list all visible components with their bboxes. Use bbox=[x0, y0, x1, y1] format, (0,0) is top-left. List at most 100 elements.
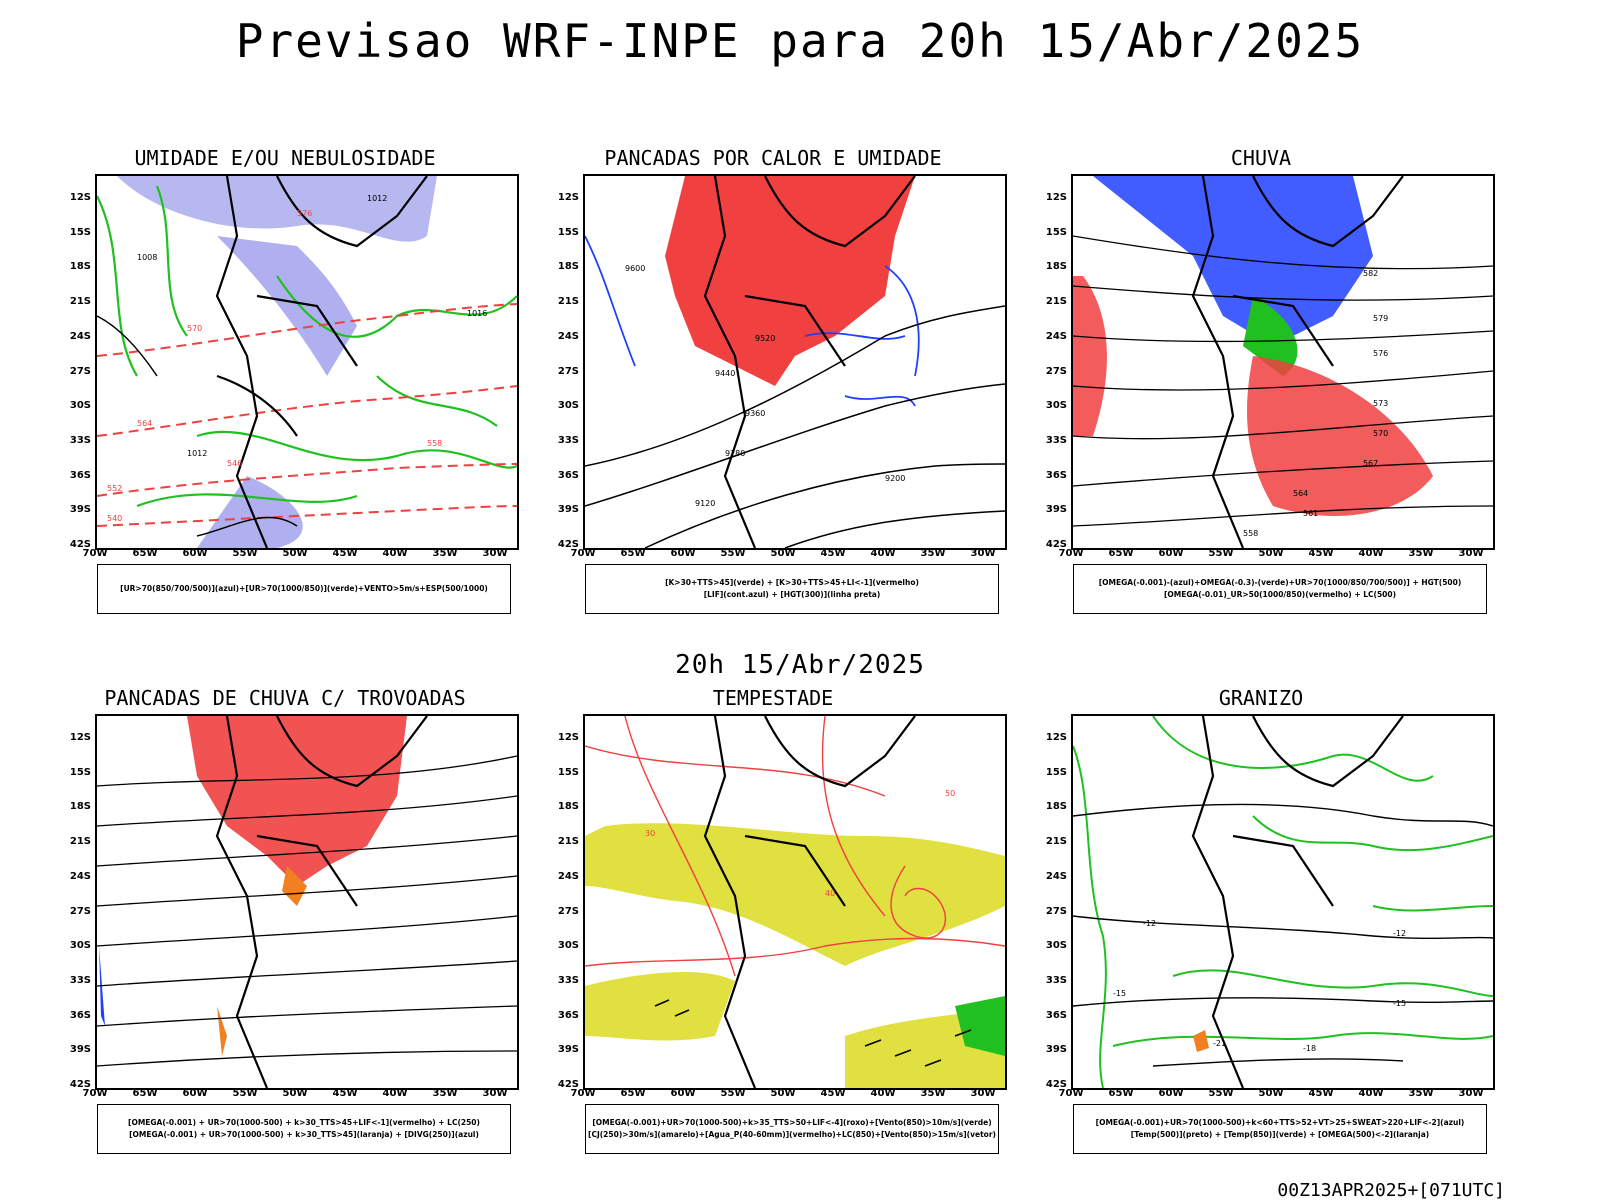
panel-legend: [UR>70(850/700/500)](azul)+[UR>70(1000/8… bbox=[97, 564, 511, 614]
lat-axis: 12S 15S 18S 21S 24S 27S 30S 33S 36S 39S 42S bbox=[65, 714, 93, 1090]
lon-tick-label: 70W bbox=[1058, 548, 1084, 559]
thickness-label: 564 bbox=[137, 419, 152, 428]
omega-humid-area bbox=[1073, 276, 1433, 516]
height-label: 9280 bbox=[725, 449, 745, 458]
wind-850-area bbox=[955, 996, 1005, 1056]
lat-tick-label: 27S bbox=[557, 905, 579, 917]
lon-tick-label: 55W bbox=[232, 1088, 258, 1099]
lat-axis: 12S 15S 18S 21S 24S 27S 30S 33S 36S 39S 42S bbox=[553, 174, 581, 550]
main-title: Previsao WRF-INPE para 20h 15/Abr/2025 bbox=[235, 14, 1365, 68]
lat-tick-label: 30S bbox=[69, 940, 91, 952]
lon-tick-label: 50W bbox=[770, 548, 796, 559]
lat-tick-label: 18S bbox=[69, 801, 91, 813]
map-pancadas-calor: 9600 9520 9440 9360 9280 9200 9120 bbox=[583, 174, 1007, 550]
lon-tick-label: 60W bbox=[670, 1088, 696, 1099]
lat-tick-label: 30S bbox=[557, 400, 579, 412]
lon-tick-label: 50W bbox=[1258, 548, 1284, 559]
lat-tick-label: 15S bbox=[69, 766, 91, 778]
lon-tick-label: 70W bbox=[570, 1088, 596, 1099]
lon-tick-label: 70W bbox=[1058, 1088, 1084, 1099]
pressure-isobars bbox=[97, 315, 298, 537]
lon-tick-label: 45W bbox=[332, 548, 358, 559]
lon-tick-label: 45W bbox=[820, 1088, 846, 1099]
lon-axis: 70W 65W 60W 55W 50W 45W 40W 35W 30W bbox=[1059, 1088, 1495, 1102]
lat-tick-label: 27S bbox=[557, 365, 579, 377]
thickness-label: 570 bbox=[187, 324, 202, 333]
lon-tick-label: 70W bbox=[570, 548, 596, 559]
lon-axis: 70W 65W 60W 55W 50W 45W 40W 35W 30W bbox=[571, 1088, 1007, 1102]
height-label: 573 bbox=[1373, 399, 1388, 408]
lon-tick-label: 40W bbox=[382, 1088, 408, 1099]
lon-tick-label: 55W bbox=[1208, 1088, 1234, 1099]
contour-label: 40 bbox=[825, 889, 835, 898]
height-label: 9520 bbox=[755, 334, 775, 343]
temp-850-contours bbox=[1073, 716, 1493, 1088]
lat-tick-label: 33S bbox=[69, 434, 91, 446]
lat-tick-label: 39S bbox=[69, 1044, 91, 1056]
thickness-contours bbox=[97, 303, 517, 527]
contour-label: 50 bbox=[945, 789, 955, 798]
height-label: 570 bbox=[1373, 429, 1388, 438]
lat-tick-label: 42S bbox=[557, 539, 579, 550]
panel-pancadas-calor: PANCADAS POR CALOR E UMIDADE 12S 15S 18S 21… bbox=[553, 146, 1007, 616]
lat-tick-label: 39S bbox=[557, 1044, 579, 1056]
isobar-label: 1008 bbox=[137, 253, 157, 262]
lat-tick-label: 30S bbox=[1045, 400, 1067, 412]
height-label: 9600 bbox=[625, 264, 645, 273]
precipitable-water-streamlines bbox=[585, 716, 1005, 977]
lat-tick-label: 12S bbox=[557, 732, 579, 743]
omega-500-area bbox=[1193, 1030, 1209, 1052]
panel-chuva: CHUVA 12S 15S 18S 21S 24S 27S 30S 33S 36S 39S 42S … bbox=[1041, 146, 1495, 616]
lat-tick-label: 15S bbox=[1045, 226, 1067, 238]
orange-area bbox=[217, 866, 307, 1056]
lat-tick-label: 36S bbox=[1045, 469, 1067, 481]
lat-axis: 12S 15S 18S 21S 24S 27S 30S 33S 36S 39S 42S bbox=[553, 714, 581, 1090]
panel-legend: [OMEGA(-0.001)+UR>70(1000-500)+k<60+TTS>… bbox=[1073, 1104, 1487, 1154]
lat-tick-label: 42S bbox=[69, 1079, 91, 1090]
lat-axis: 12S 15S 18S 21S 24S 27S 30S 33S 36S 39S 42S bbox=[1041, 174, 1069, 550]
lon-tick-label: 35W bbox=[920, 1088, 946, 1099]
contour-label: 30 bbox=[645, 829, 655, 838]
temp-500-contours bbox=[1073, 803, 1493, 1067]
panel-legend: [OMEGA(-0.001) + UR>70(1000-500) + k>30_… bbox=[97, 1104, 511, 1154]
lat-tick-label: 27S bbox=[69, 365, 91, 377]
country-borders bbox=[1191, 716, 1404, 1088]
lat-tick-label: 39S bbox=[1045, 1044, 1067, 1056]
lon-tick-label: 70W bbox=[82, 1088, 108, 1099]
lat-tick-label: 42S bbox=[557, 1079, 579, 1090]
lat-tick-label: 18S bbox=[1045, 261, 1067, 273]
thickness-label: 576 bbox=[297, 209, 312, 218]
lon-axis: 70W 65W 60W 55W 50W 45W 40W 35W 30W bbox=[83, 548, 519, 562]
lon-tick-label: 35W bbox=[432, 548, 458, 559]
lat-tick-label: 24S bbox=[1045, 870, 1067, 882]
lon-tick-label: 45W bbox=[1308, 1088, 1334, 1099]
lat-tick-label: 42S bbox=[1045, 539, 1067, 550]
height-label: 9440 bbox=[715, 369, 735, 378]
lon-tick-label: 45W bbox=[1308, 548, 1334, 559]
lon-tick-label: 30W bbox=[970, 1088, 996, 1099]
wind-vectors bbox=[654, 999, 972, 1067]
thickness-label: 546 bbox=[227, 459, 242, 468]
lat-axis: 12S 15S 18S 21S 24S 27S 30S 33S 36S 39S 42S bbox=[65, 174, 93, 550]
lat-tick-label: 24S bbox=[1045, 330, 1067, 342]
country-borders bbox=[703, 716, 916, 1088]
panel-legend: [K>30+TTS>45](verde) + [K>30+TTS>45+LI<-… bbox=[585, 564, 999, 614]
height-label: 567 bbox=[1363, 459, 1378, 468]
lat-tick-label: 21S bbox=[69, 296, 91, 308]
height-label: 561 bbox=[1303, 509, 1318, 518]
lon-axis: 70W 65W 60W 55W 50W 45W 40W 35W 30W bbox=[1059, 548, 1495, 562]
lat-tick-label: 21S bbox=[557, 296, 579, 308]
lon-tick-label: 35W bbox=[920, 548, 946, 559]
panel-title: UMIDADE E/OU NEBULOSIDADE bbox=[134, 146, 436, 170]
height-label: 582 bbox=[1363, 269, 1378, 278]
lon-tick-label: 30W bbox=[1458, 1088, 1484, 1099]
lat-tick-label: 24S bbox=[557, 330, 579, 342]
map-granizo: -12 -12 -15 -15 -18 -21 bbox=[1071, 714, 1495, 1090]
height-label: 9200 bbox=[885, 474, 905, 483]
jet-stream-area bbox=[585, 823, 1005, 966]
lon-tick-label: 35W bbox=[1408, 548, 1434, 559]
lon-tick-label: 45W bbox=[820, 548, 846, 559]
lat-tick-label: 21S bbox=[557, 836, 579, 848]
lat-tick-label: 36S bbox=[69, 1009, 91, 1021]
lon-tick-label: 65W bbox=[620, 1088, 646, 1099]
